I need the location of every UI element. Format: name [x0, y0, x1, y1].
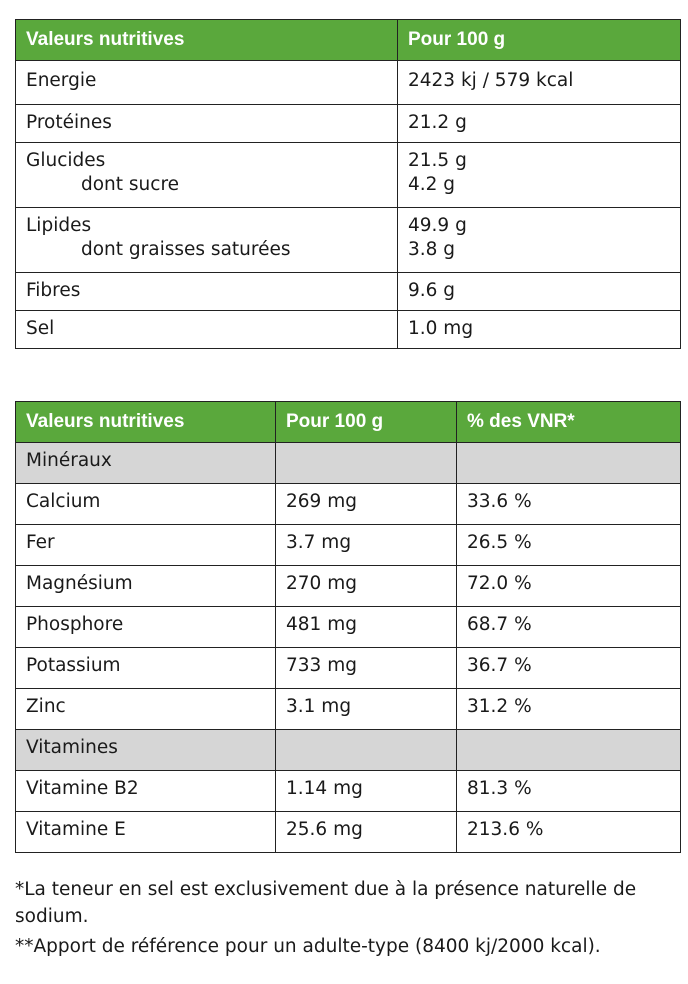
table-row: Vitamine E 25.6 mg 213.6 %	[15, 811, 681, 853]
row-value-cell: 21.5 g 4.2 g	[397, 142, 681, 208]
row-value: 49.9 g	[408, 215, 467, 236]
header-per-100g: Pour 100 g	[397, 19, 681, 61]
row-vnr: 81.3 %	[456, 770, 681, 812]
table-row: Phosphore 481 mg 68.7 %	[15, 606, 681, 648]
section-label: Minéraux	[15, 442, 276, 484]
row-label-cell: Lipides dont graisses saturées	[15, 207, 398, 273]
row-value: 21.5 g	[408, 150, 467, 171]
row-value: 25.6 mg	[275, 811, 457, 853]
row-label: Vitamine E	[15, 811, 276, 853]
row-sub-label: dont graisses saturées	[81, 239, 291, 260]
row-label: Zinc	[15, 688, 276, 730]
nutrition-table-minerals-vitamins: Valeurs nutritives Pour 100 g % des VNR*…	[15, 401, 681, 853]
row-sub-label: dont sucre	[81, 174, 180, 195]
table-row: Fer 3.7 mg 26.5 %	[15, 524, 681, 566]
row-vnr: 36.7 %	[456, 647, 681, 689]
section-label: Vitamines	[15, 729, 276, 771]
row-label-cell: Glucides dont sucre	[15, 142, 398, 208]
row-value: 3.1 mg	[275, 688, 457, 730]
row-sub-value: 3.8 g	[408, 239, 456, 260]
table-header-row: Valeurs nutritives Pour 100 g % des VNR*	[15, 401, 681, 443]
row-vnr: 33.6 %	[456, 483, 681, 525]
row-value: 21.2 g	[397, 104, 681, 143]
footnote-reference-intake: **Apport de référence pour un adulte-typ…	[15, 936, 601, 957]
row-label: Phosphore	[15, 606, 276, 648]
table-row: Glucides dont sucre 21.5 g 4.2 g	[15, 142, 681, 208]
row-value: 481 mg	[275, 606, 457, 648]
table-row: Fibres 9.6 g	[15, 272, 681, 311]
row-value: 269 mg	[275, 483, 457, 525]
row-label: Fer	[15, 524, 276, 566]
table-row: Calcium 269 mg 33.6 %	[15, 483, 681, 525]
row-value: 270 mg	[275, 565, 457, 607]
row-vnr: 72.0 %	[456, 565, 681, 607]
table-row: Vitamine B2 1.14 mg 81.3 %	[15, 770, 681, 812]
row-label: Fibres	[15, 272, 398, 311]
header-per-100g: Pour 100 g	[275, 401, 457, 443]
table-row: Magnésium 270 mg 72.0 %	[15, 565, 681, 607]
row-label: Protéines	[15, 104, 398, 143]
row-label: Glucides	[26, 150, 106, 171]
row-label: Energie	[15, 60, 398, 105]
row-vnr: 68.7 %	[456, 606, 681, 648]
footnote-salt: *La teneur en sel est exclusivement due …	[15, 879, 637, 927]
row-sub-value: 4.2 g	[408, 174, 456, 195]
table-row: Protéines 21.2 g	[15, 104, 681, 143]
row-label: Vitamine B2	[15, 770, 276, 812]
row-label: Sel	[15, 310, 398, 349]
row-label: Magnésium	[15, 565, 276, 607]
nutrition-table-main: Valeurs nutritives Pour 100 g Energie 24…	[15, 19, 681, 349]
table-row: Zinc 3.1 mg 31.2 %	[15, 688, 681, 730]
table-row: Energie 2423 kj / 579 kcal	[15, 60, 681, 105]
row-label: Potassium	[15, 647, 276, 689]
header-nutritional-values: Valeurs nutritives	[15, 19, 398, 61]
row-vnr: 213.6 %	[456, 811, 681, 853]
row-vnr: 31.2 %	[456, 688, 681, 730]
table-row: Potassium 733 mg 36.7 %	[15, 647, 681, 689]
table-row: Lipides dont graisses saturées 49.9 g 3.…	[15, 207, 681, 273]
row-value: 1.14 mg	[275, 770, 457, 812]
row-value: 2423 kj / 579 kcal	[397, 60, 681, 105]
row-value: 1.0 mg	[397, 310, 681, 349]
section-row-minerals: Minéraux	[15, 442, 681, 484]
row-label: Calcium	[15, 483, 276, 525]
table-row: Sel 1.0 mg	[15, 310, 681, 349]
row-value: 9.6 g	[397, 272, 681, 311]
header-vnr-percent: % des VNR*	[456, 401, 681, 443]
row-value: 733 mg	[275, 647, 457, 689]
section-row-vitamins: Vitamines	[15, 729, 681, 771]
row-vnr: 26.5 %	[456, 524, 681, 566]
header-nutritional-values: Valeurs nutritives	[15, 401, 276, 443]
row-label: Lipides	[26, 215, 92, 236]
table-header-row: Valeurs nutritives Pour 100 g	[15, 19, 681, 61]
row-value: 3.7 mg	[275, 524, 457, 566]
row-value-cell: 49.9 g 3.8 g	[397, 207, 681, 273]
